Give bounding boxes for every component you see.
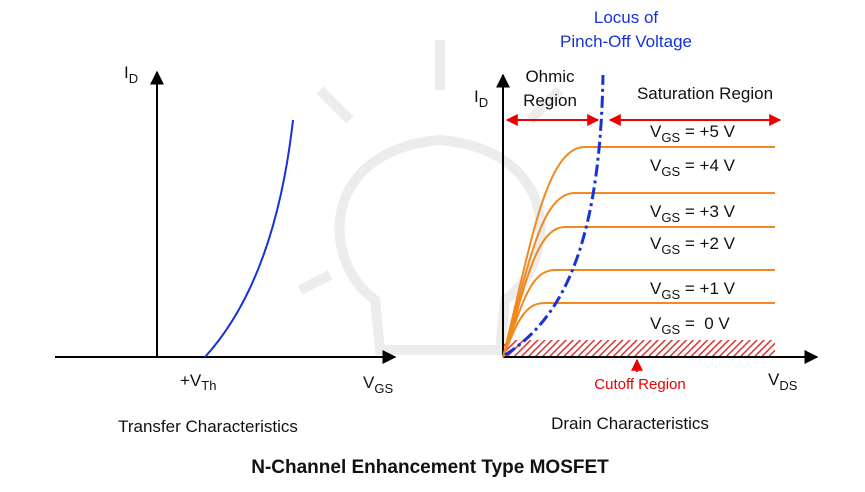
curve-label-part: V (650, 156, 662, 175)
transfer-curve (204, 119, 294, 358)
curve-label-part: GS (661, 164, 680, 179)
curve-label-part: GS (661, 322, 680, 337)
x-axis-label: VDS (768, 370, 798, 393)
saturation-label: Saturation Region (637, 84, 773, 103)
curve-label-part: V (650, 234, 662, 253)
curve-label-part: GS (661, 210, 680, 225)
curve-label: VGS = +2 V (650, 234, 736, 257)
curve-label: VGS = +5 V (650, 122, 736, 145)
curve-label-part: = +4 V (680, 156, 735, 175)
background-bulb (297, 40, 564, 355)
caption: Transfer Characteristics (118, 417, 298, 436)
ohmic-label: Ohmic (525, 67, 575, 86)
cutoff-label: Cutoff Region (594, 376, 685, 393)
curve-label: VGS = +3 V (650, 202, 736, 225)
ohmic-label: Region (523, 91, 577, 110)
title: N-Channel Enhancement Type MOSFET (251, 457, 609, 478)
curve-label-part: = +5 V (680, 122, 735, 141)
curve-label-part: V (650, 202, 662, 221)
y-axis-label: ID (124, 63, 138, 86)
cutoff-area (503, 340, 775, 357)
locus-label: Pinch-Off Voltage (560, 32, 692, 51)
locus-label: Locus of (594, 8, 659, 27)
curve-label-part: = 0 V (680, 314, 730, 333)
threshold-label: +VTh (180, 371, 216, 393)
curve-label-part: V (650, 122, 662, 141)
curve-label: VGS = +1 V (650, 279, 736, 302)
curve-label: VGS = 0 V (650, 314, 730, 337)
curve-label-part: GS (661, 242, 680, 257)
caption: Drain Characteristics (551, 414, 709, 433)
pinch-off-locus (504, 74, 605, 357)
curve-label-part: GS (661, 130, 680, 145)
curve-label: VGS = +4 V (650, 156, 736, 179)
y-axis-label: ID (474, 87, 488, 110)
curve-label-part: = +2 V (680, 234, 735, 253)
curve-label-part: = +1 V (680, 279, 735, 298)
drain-curves (502, 146, 775, 358)
curve-label-part: V (650, 314, 662, 333)
x-axis-label: VGS (363, 373, 393, 396)
curve-label-part: = +3 V (680, 202, 735, 221)
curve-label-part: GS (661, 287, 680, 302)
curve-label-part: V (650, 279, 662, 298)
